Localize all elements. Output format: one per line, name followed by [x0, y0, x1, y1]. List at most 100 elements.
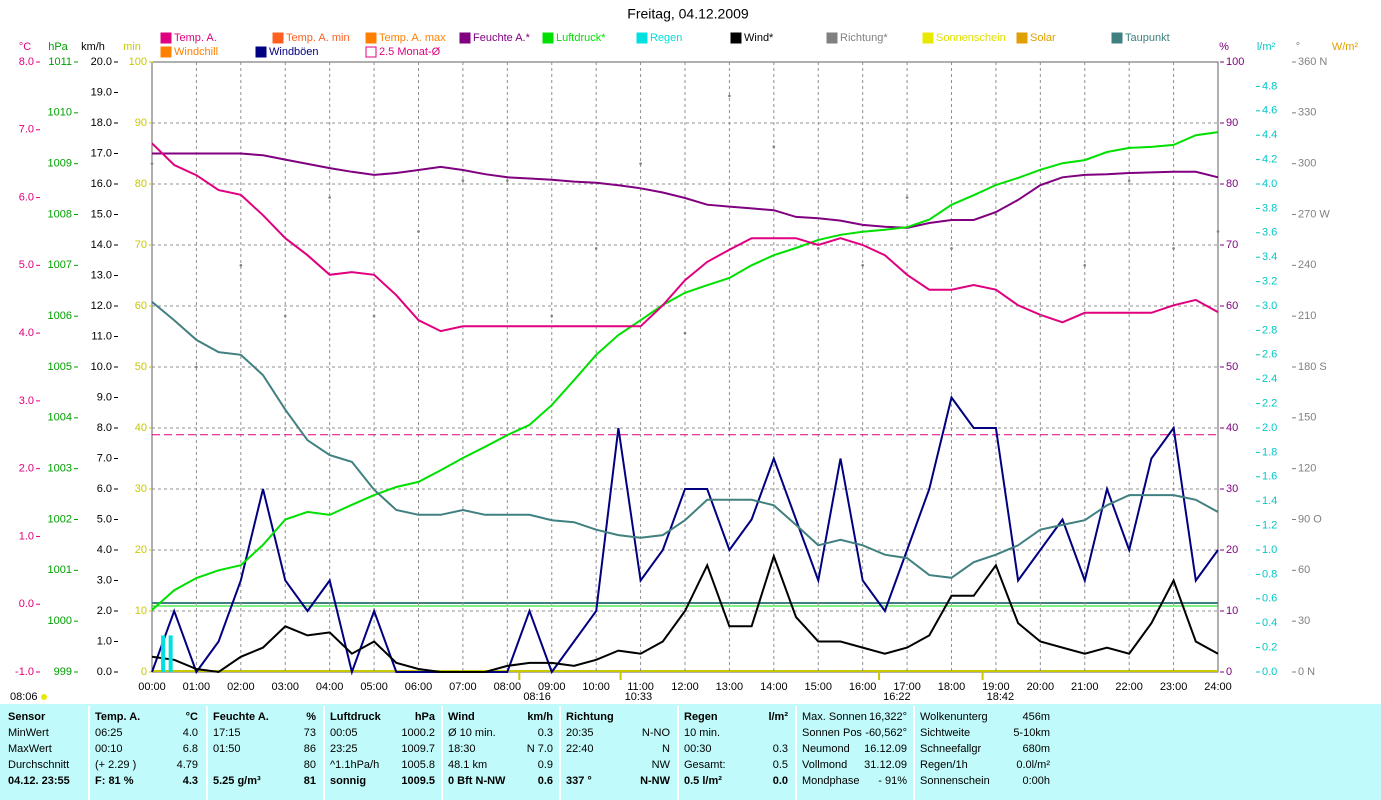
- table-cell: 0.5: [773, 759, 788, 771]
- x-tick-label: 20:00: [1027, 681, 1055, 693]
- y-tick-label: 180 S: [1298, 361, 1327, 373]
- table-cell: 22:40: [566, 743, 594, 755]
- direction-dot: [683, 331, 687, 335]
- legend-swatch: [365, 46, 377, 58]
- y-tick-label: 11.0: [91, 330, 112, 342]
- x-tick-label: 00:00: [138, 681, 166, 693]
- y-tick-label: 0.0: [1262, 666, 1277, 678]
- y-tick-label: 0.0: [19, 598, 34, 610]
- x-tick-label: 13:00: [716, 681, 744, 693]
- direction-dot: [728, 94, 731, 98]
- y-tick-label: 0 N: [1298, 666, 1315, 678]
- info-label: Neumond: [802, 743, 850, 755]
- y-tick-label: 4.8: [1262, 80, 1277, 92]
- table-cell: 0.3: [538, 727, 553, 739]
- y-tick-label: 1.4: [1262, 495, 1277, 507]
- legend-label: Richtung*: [840, 32, 888, 44]
- legend-label: Temp. A. min: [286, 32, 350, 44]
- direction-dot: [772, 145, 776, 149]
- y-tick-label: 0: [141, 666, 147, 678]
- x-tick-label: 10:00: [582, 681, 610, 693]
- y-tick-label: 10: [135, 605, 147, 617]
- y-tick-label: 1005: [48, 361, 72, 373]
- summary-background: [0, 704, 1381, 800]
- legend-label: 2.5 Monat-Ø: [379, 46, 441, 58]
- y-tick-label: 300: [1298, 158, 1316, 170]
- table-cell: 0.3: [773, 743, 788, 755]
- y-tick-label: 240: [1298, 259, 1316, 271]
- direction-dot: [950, 247, 953, 250]
- y-tick-label: 330: [1298, 107, 1316, 119]
- info-value: 16.12.09: [864, 743, 907, 755]
- y-tick-label: 4.0: [19, 327, 34, 339]
- y-tick-label: 90: [1226, 117, 1238, 129]
- legend-label: Windchill: [174, 46, 218, 58]
- direction-dot: [417, 230, 420, 233]
- y-tick-label: 30: [1226, 483, 1238, 495]
- table-cell: MaxWert: [8, 743, 52, 755]
- legend-swatch: [160, 32, 172, 44]
- y-tick-label: 3.0: [1262, 300, 1277, 312]
- legend-swatch: [826, 32, 838, 44]
- direction-dot: [1216, 230, 1220, 233]
- legend-label: Regen: [650, 32, 682, 44]
- table-cell: Sensor: [8, 711, 46, 723]
- sunrise-label: 08:06: [10, 691, 38, 703]
- x-tick-label: 05:00: [360, 681, 388, 693]
- y-tick-label: 1.0: [19, 530, 34, 542]
- event-label: 18:42: [987, 691, 1015, 703]
- y-tick-label: 17.0: [91, 147, 112, 159]
- table-cell: 23:25: [330, 743, 358, 755]
- axis-unit: %: [1219, 41, 1229, 53]
- y-tick-label: 50: [135, 361, 147, 373]
- y-tick-label: 0.8: [1262, 568, 1277, 580]
- x-tick-label: 07:00: [449, 681, 477, 693]
- info-label: Schneefallgr: [920, 743, 981, 755]
- y-tick-label: 1000: [48, 615, 72, 627]
- y-tick-label: -1.0: [15, 666, 34, 678]
- direction-dot: [150, 162, 154, 165]
- y-tick-label: 3.8: [1262, 202, 1277, 214]
- direction-dot: [283, 314, 287, 318]
- y-tick-label: 4.0: [1262, 178, 1277, 190]
- series-line: [152, 152, 1219, 229]
- legend-label: Sonnenschein: [936, 32, 1006, 44]
- legend-label: Feuchte A.*: [473, 32, 531, 44]
- table-cell: 4.79: [177, 759, 198, 771]
- y-tick-label: 0: [1226, 666, 1232, 678]
- y-tick-label: 6.0: [19, 191, 34, 203]
- y-tick-label: 1.0: [1262, 544, 1277, 556]
- y-tick-label: 100: [1226, 56, 1244, 68]
- info-label: Wolkenunterg: [920, 711, 988, 723]
- direction-dot: [239, 264, 243, 267]
- y-tick-label: 8.0: [19, 56, 34, 68]
- table-cell: F: 81 %: [95, 775, 134, 787]
- table-cell: 01:50: [213, 743, 241, 755]
- direction-dot: [994, 213, 998, 216]
- legend-label: Windböen: [269, 46, 319, 58]
- axis-unit: hPa: [48, 41, 68, 53]
- legend-label: Taupunkt: [1125, 32, 1170, 44]
- table-cell: 337 °: [566, 775, 592, 787]
- y-tick-label: 1004: [48, 412, 72, 424]
- table-cell: N-NW: [640, 775, 671, 787]
- rain-bar: [161, 635, 166, 672]
- chart-title: Freitag, 04.12.2009: [627, 6, 749, 22]
- legend-swatch: [1111, 32, 1123, 44]
- table-cell: 17:15: [213, 727, 241, 739]
- direction-dot: [1039, 314, 1042, 318]
- series-line: [151, 395, 1219, 676]
- table-header: Luftdruck: [330, 711, 382, 723]
- info-value: 456m: [1022, 711, 1050, 723]
- y-tick-label: 16.0: [91, 178, 112, 190]
- table-cell: sonnig: [330, 775, 366, 787]
- legend-swatch: [160, 46, 172, 58]
- table-cell: 4.3: [183, 775, 198, 787]
- table-cell: 0.0: [773, 775, 788, 787]
- table-cell: N-NO: [642, 727, 671, 739]
- info-value: 5-10km: [1013, 727, 1050, 739]
- x-tick-label: 16:00: [849, 681, 877, 693]
- y-tick-label: 120: [1298, 463, 1316, 475]
- y-tick-label: 5.0: [19, 259, 34, 271]
